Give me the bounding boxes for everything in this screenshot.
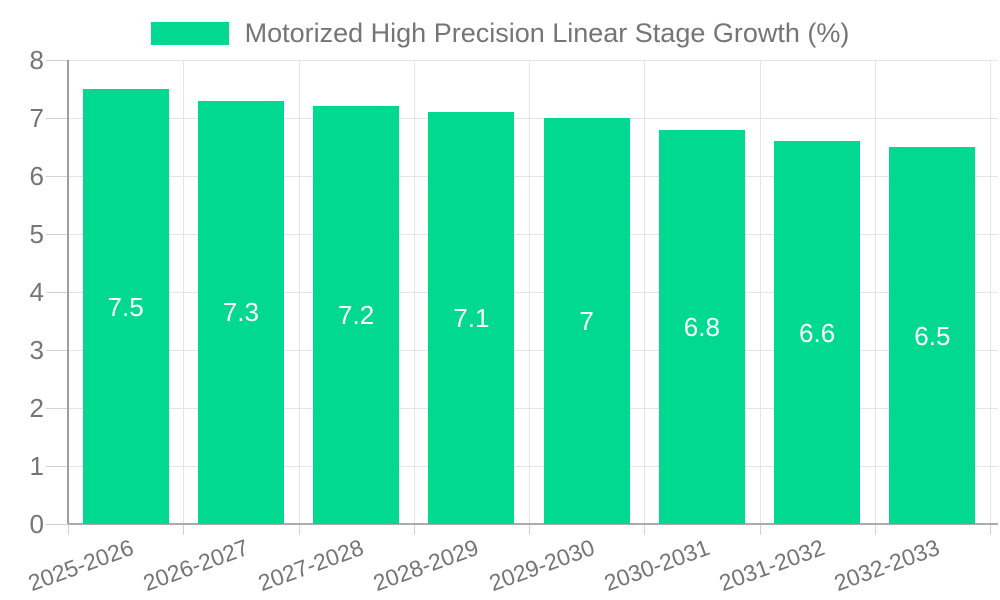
y-tick-label: 6 — [29, 161, 44, 191]
y-axis-tick — [46, 524, 68, 525]
gridline-horizontal — [68, 234, 998, 235]
x-axis-line — [68, 523, 998, 525]
gridline-vertical — [183, 60, 185, 524]
bar-2030-2031[interactable] — [658, 129, 745, 524]
x-axis-tick — [644, 524, 646, 535]
x-axis-tick — [990, 524, 991, 535]
y-axis-tick — [46, 118, 68, 119]
x-axis-tick — [529, 524, 530, 535]
bar-2027-2028[interactable] — [313, 106, 400, 524]
gridline-horizontal — [68, 408, 998, 409]
x-axis-tick — [183, 524, 185, 535]
y-axis-tick — [46, 234, 68, 235]
gridline-horizontal — [68, 118, 998, 119]
gridline-vertical — [759, 60, 761, 524]
y-tick-label: 2 — [29, 393, 44, 423]
gridline-vertical — [298, 60, 300, 524]
x-axis-tick — [874, 524, 876, 535]
bar-2026-2027[interactable] — [197, 100, 284, 524]
y-tick-label: 0 — [29, 509, 44, 539]
y-tick-label: 1 — [29, 451, 44, 481]
x-axis-tick — [759, 524, 761, 535]
bar-2029-2030[interactable] — [543, 118, 630, 524]
y-axis-tick — [46, 408, 68, 409]
x-axis-tick — [413, 524, 415, 535]
y-tick-label: 7 — [29, 103, 44, 133]
gridline-horizontal — [68, 176, 998, 177]
y-axis-tick — [46, 292, 68, 293]
bar-2031-2032[interactable] — [774, 141, 861, 524]
bar-2028-2029[interactable] — [428, 112, 515, 524]
x-axis-tick — [298, 524, 300, 535]
y-tick-label: 8 — [29, 45, 44, 75]
y-tick-label: 5 — [29, 219, 44, 249]
legend-swatch — [150, 21, 229, 45]
gridline-horizontal — [68, 466, 998, 467]
gridline-vertical — [990, 60, 991, 524]
gridline-horizontal — [68, 350, 998, 351]
y-axis-tick — [46, 466, 68, 467]
chart-legend[interactable]: Motorized High Precision Linear Stage Gr… — [0, 14, 1000, 52]
legend-label: Motorized High Precision Linear Stage Gr… — [244, 17, 850, 48]
bar-2025-2026[interactable] — [82, 89, 169, 524]
gridline-vertical — [874, 60, 876, 524]
gridline-vertical — [413, 60, 415, 524]
y-tick-label: 3 — [29, 335, 44, 365]
y-axis-tick — [46, 60, 68, 61]
y-tick-label: 4 — [29, 277, 44, 307]
gridline-vertical — [644, 60, 646, 524]
x-axis-tick — [68, 524, 69, 535]
y-axis-line — [67, 60, 69, 524]
gridline-horizontal — [68, 60, 998, 61]
gridline-horizontal — [68, 292, 998, 293]
y-axis-tick — [46, 176, 68, 177]
bar-2032-2033[interactable] — [889, 147, 976, 524]
y-axis-tick — [46, 350, 68, 351]
gridline-vertical — [529, 60, 530, 524]
